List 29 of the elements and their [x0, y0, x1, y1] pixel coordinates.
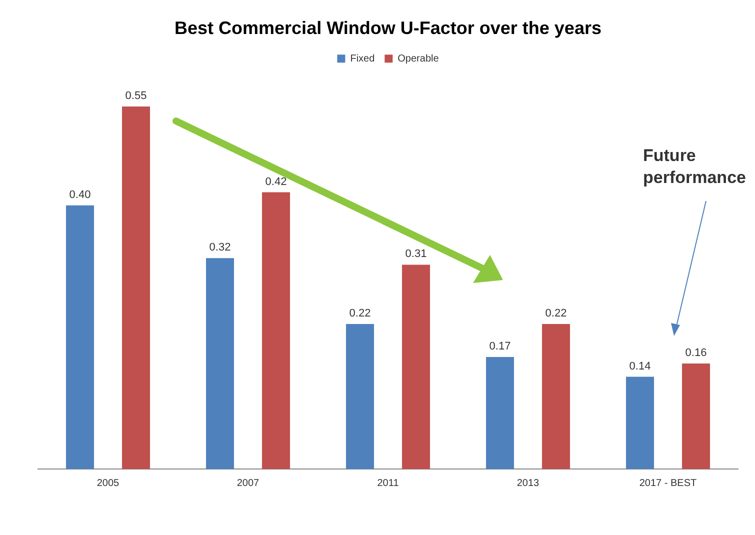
bar	[682, 364, 710, 469]
x-tick-label: 2005	[96, 478, 120, 489]
bar	[122, 106, 150, 469]
data-label: 0.40	[69, 188, 91, 201]
data-label: 0.22	[349, 308, 371, 320]
data-label: 0.32	[209, 242, 231, 254]
bar	[346, 324, 374, 469]
bar	[486, 356, 514, 469]
bar	[626, 376, 654, 469]
data-label: 0.16	[685, 347, 707, 360]
data-label: 0.22	[545, 308, 567, 320]
chart-title: Best Commercial Window U-Factor over the years	[174, 18, 602, 38]
data-label: 0.31	[405, 248, 427, 260]
bar	[262, 192, 290, 469]
legend-label: Operable	[398, 53, 440, 64]
bar	[542, 324, 570, 469]
x-tick-label: 2017 - BEST	[639, 478, 697, 489]
x-tick-label: 2013	[516, 478, 540, 489]
data-label: 0.55	[125, 90, 147, 102]
x-tick-label: 2007	[236, 478, 260, 489]
annotation: Future performance	[643, 146, 746, 188]
bar	[206, 258, 234, 469]
data-label: 0.42	[265, 176, 287, 188]
x-tick-label: 2011	[377, 478, 400, 489]
bar	[402, 264, 430, 469]
legend-label: Fixed	[350, 53, 375, 64]
data-label: 0.14	[629, 360, 651, 372]
data-label: 0.17	[489, 340, 511, 352]
bar	[66, 205, 94, 469]
